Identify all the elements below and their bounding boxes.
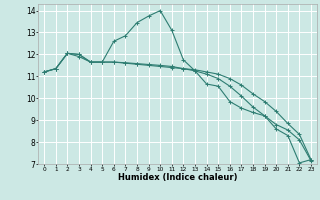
X-axis label: Humidex (Indice chaleur): Humidex (Indice chaleur) bbox=[118, 173, 237, 182]
